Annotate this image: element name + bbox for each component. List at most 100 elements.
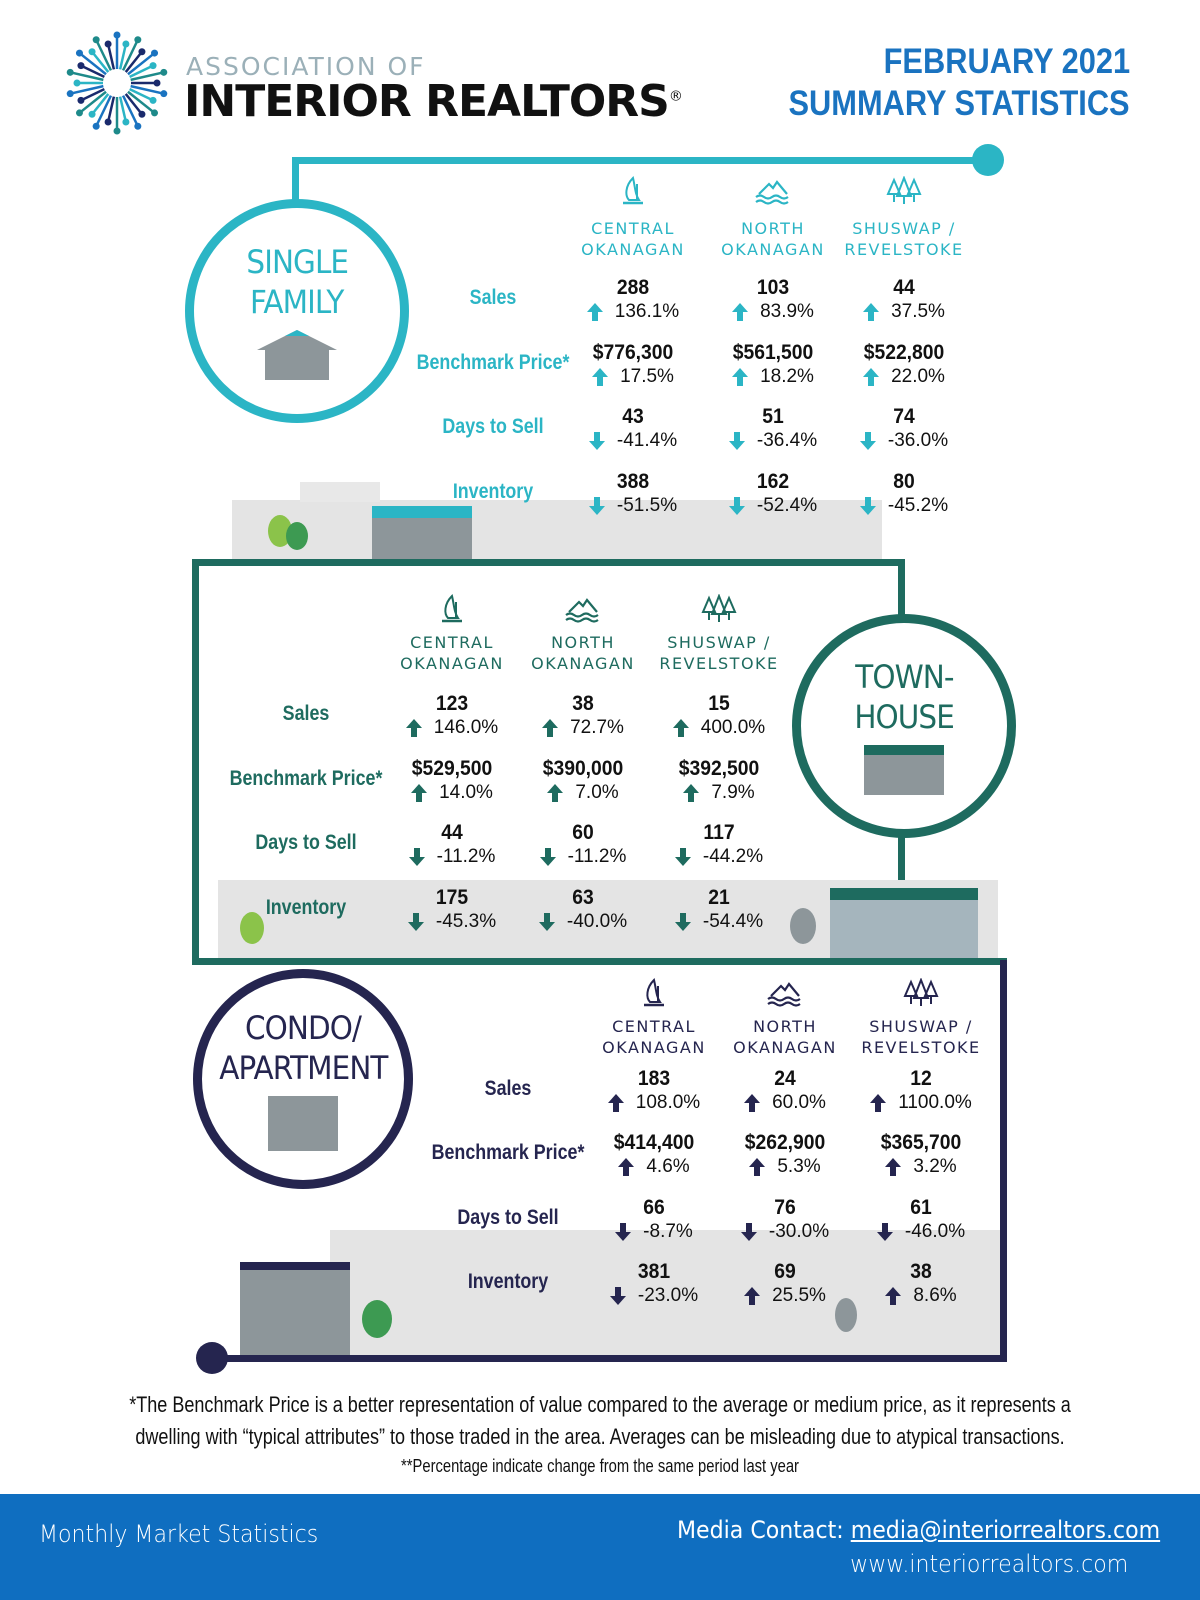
stat-value: $522,800 xyxy=(863,341,945,364)
report-subtitle: SUMMARY STATISTICS xyxy=(788,84,1130,123)
report-month-title: FEBRUARY 2021 xyxy=(883,42,1130,81)
stat-value: 38 xyxy=(910,1260,932,1283)
stat-change: 136.1% xyxy=(563,301,703,323)
row-label: Days to Sell xyxy=(442,415,544,438)
stat-value: $392,500 xyxy=(678,757,760,780)
tree-icon xyxy=(362,1300,392,1338)
region-header: NORTH OKANAGAN xyxy=(715,1016,855,1058)
stat-change: -44.2% xyxy=(649,846,789,868)
region-header: CENTRAL OKANAGAN xyxy=(563,218,703,260)
stat-change: 17.5% xyxy=(563,366,703,388)
stat-change: 108.0% xyxy=(584,1092,724,1114)
arrow-down-icon xyxy=(408,848,425,866)
stat-change: -45.2% xyxy=(834,495,974,517)
arrow-down-icon xyxy=(728,432,745,450)
stat-value: $262,900 xyxy=(744,1131,826,1154)
mountain-waves-icon xyxy=(765,978,805,1008)
stat-value: $414,400 xyxy=(613,1131,695,1154)
stat-change-value: -8.7% xyxy=(643,1221,693,1242)
townhouse-title-line2: HOUSE xyxy=(854,698,954,736)
region-name-line2: OKANAGAN xyxy=(721,240,825,259)
arrow-up-icon xyxy=(870,1094,887,1112)
stat-change-value: 3.2% xyxy=(913,1156,957,1177)
stat-value: 183 xyxy=(637,1067,671,1090)
stat-change: -46.0% xyxy=(851,1221,991,1243)
stat-change-value: 72.7% xyxy=(570,717,624,738)
mountain-waves-icon xyxy=(563,594,603,624)
stat-value: $365,700 xyxy=(880,1131,962,1154)
stat-change: -40.0% xyxy=(513,911,653,933)
arrow-up-icon xyxy=(607,1094,624,1112)
region-name-line2: REVELSTOKE xyxy=(861,1038,981,1057)
stat-change: -41.4% xyxy=(563,430,703,452)
skyline-building xyxy=(300,482,380,502)
condo-title-line2: APARTMENT xyxy=(218,1048,388,1087)
row-label: Inventory xyxy=(452,480,534,503)
stat-change: 22.0% xyxy=(834,366,974,388)
stat-change-value: -36.0% xyxy=(887,430,949,451)
arrow-up-icon xyxy=(885,1158,902,1176)
condo-bottom-line xyxy=(212,1355,1007,1362)
row-label: Sales xyxy=(469,286,517,309)
stat-change: -52.4% xyxy=(703,495,843,517)
condo-right-line xyxy=(1000,960,1007,1362)
stat-change: 5.3% xyxy=(715,1156,855,1178)
stat-value: 21 xyxy=(708,886,730,909)
stat-change-value: 7.9% xyxy=(711,782,755,803)
stat-change-value: -36.4% xyxy=(756,430,818,451)
footer-tagline: Monthly Market Statistics xyxy=(39,1520,319,1548)
tree-icon xyxy=(835,1298,857,1332)
stat-change: 18.2% xyxy=(703,366,843,388)
stat-change: 14.0% xyxy=(382,782,522,804)
stat-value: 162 xyxy=(756,470,790,493)
arrow-up-icon xyxy=(592,368,609,386)
stat-change-value: -45.2% xyxy=(887,495,949,516)
stat-change: 83.9% xyxy=(703,301,843,323)
stat-change-value: -30.0% xyxy=(768,1221,830,1242)
stat-change: -23.0% xyxy=(584,1285,724,1307)
region-name-line2: OKANAGAN xyxy=(400,654,504,673)
logo-big-text: INTERIOR REALTORS® xyxy=(184,76,683,127)
stat-value: 76 xyxy=(774,1196,796,1219)
arrow-down-icon xyxy=(609,1287,626,1305)
arrow-down-icon xyxy=(740,1223,757,1241)
stat-value: 117 xyxy=(703,821,735,844)
arrow-down-icon xyxy=(615,1223,632,1241)
arrow-up-icon xyxy=(618,1158,635,1176)
arrow-up-icon xyxy=(547,784,564,802)
association-logo-icon xyxy=(66,31,168,135)
stat-change: 60.0% xyxy=(715,1092,855,1114)
stat-change: 3.2% xyxy=(851,1156,991,1178)
single-family-connector-stem xyxy=(292,157,299,207)
apartment-building xyxy=(240,1262,350,1356)
stat-change-value: -45.3% xyxy=(435,911,497,932)
website-link[interactable]: www.interiorrealtors.com xyxy=(849,1550,1128,1578)
tree-icon xyxy=(790,908,816,944)
row-label: Days to Sell xyxy=(255,831,357,854)
arrow-up-icon xyxy=(683,784,700,802)
row-label: Sales xyxy=(282,702,330,725)
region-header: NORTH OKANAGAN xyxy=(513,632,653,674)
row-label: Days to Sell xyxy=(457,1206,559,1229)
stat-change-value: 22.0% xyxy=(891,366,945,387)
stat-change: -30.0% xyxy=(715,1221,855,1243)
stat-change-value: -40.0% xyxy=(566,911,628,932)
stat-value: 80 xyxy=(893,470,915,493)
stat-change-value: 7.0% xyxy=(575,782,619,803)
region-name-line2: OKANAGAN xyxy=(602,1038,706,1057)
stat-change: -36.0% xyxy=(834,430,974,452)
stat-change: 8.6% xyxy=(851,1285,991,1307)
stat-value: 24 xyxy=(774,1067,796,1090)
stat-value: $529,500 xyxy=(411,757,493,780)
stat-value: 63 xyxy=(572,886,594,909)
arrow-down-icon xyxy=(728,497,745,515)
region-name: SHUSWAP / xyxy=(667,633,771,652)
media-email-link[interactable]: media@interiorrealtors.com xyxy=(850,1516,1160,1544)
row-label: Benchmark Price* xyxy=(431,1141,585,1164)
stat-change-value: 25.5% xyxy=(772,1285,826,1306)
arrow-up-icon xyxy=(732,368,749,386)
stat-change: 4.6% xyxy=(584,1156,724,1178)
arrow-down-icon xyxy=(407,913,424,931)
townhouse-title-line1: TOWN- xyxy=(854,658,954,696)
stat-change-value: 18.2% xyxy=(760,366,814,387)
